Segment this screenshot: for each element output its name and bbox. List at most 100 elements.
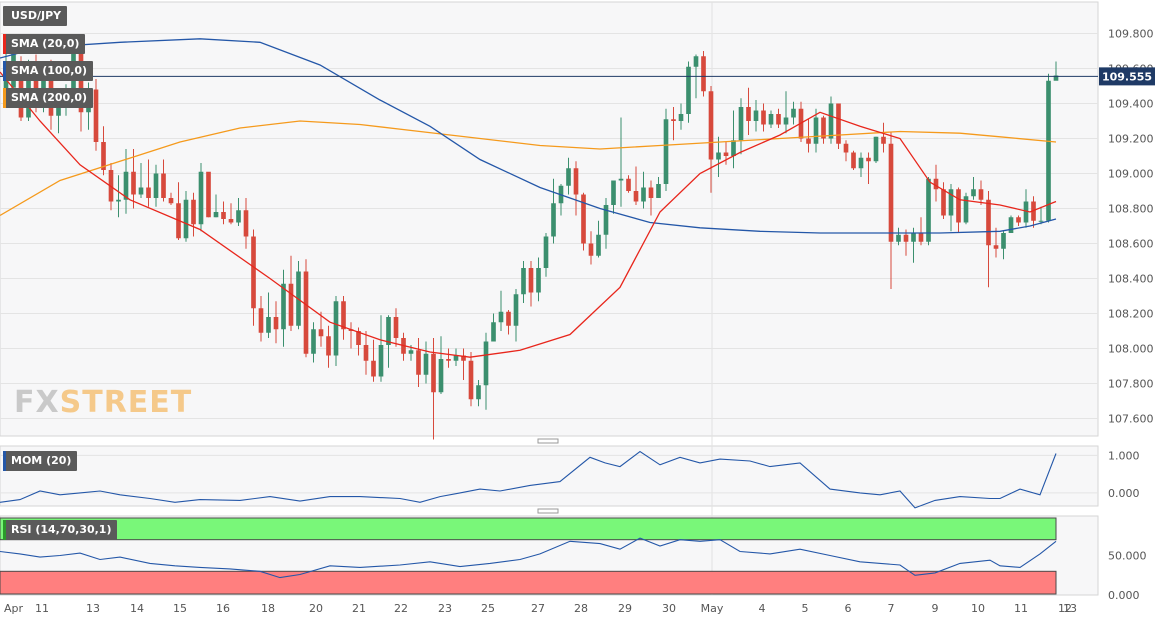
candle-body xyxy=(446,359,451,361)
candle-body xyxy=(626,178,631,191)
x-tick-label: 12 xyxy=(1058,602,1072,615)
x-tick-label: 23 xyxy=(438,602,452,615)
main-pane-bg xyxy=(0,1,1099,437)
candle-body xyxy=(993,245,999,249)
candle-body xyxy=(588,243,594,256)
candle-body xyxy=(3,65,9,104)
candle-body xyxy=(56,105,61,116)
candle-body xyxy=(648,187,654,198)
pane-splitter-1 xyxy=(537,438,559,444)
candle-body xyxy=(408,350,414,354)
candle-body xyxy=(138,187,144,195)
current-price-badge xyxy=(1099,67,1155,86)
candle-body xyxy=(258,308,264,333)
candle-body xyxy=(828,103,834,139)
sma20-label: SMA (20,0) xyxy=(11,37,80,50)
candle-body xyxy=(761,110,766,125)
candle-body xyxy=(506,311,511,326)
candle-body xyxy=(881,136,886,144)
x-tick-label: 27 xyxy=(531,602,545,615)
x-tick-label: 7 xyxy=(888,602,895,615)
y-tick-label: 109.800 xyxy=(1108,28,1154,41)
candle-body xyxy=(888,143,894,242)
fxstreet-logo: FXSTREET xyxy=(14,385,193,420)
sma200-swatch xyxy=(3,88,6,108)
candle-body xyxy=(633,191,639,202)
candle-body xyxy=(476,385,481,400)
candle-body xyxy=(1008,217,1014,233)
candle-body xyxy=(978,189,984,200)
candle-body xyxy=(491,322,496,342)
sma200-line xyxy=(0,120,1057,217)
candle-body xyxy=(656,184,661,198)
legend-sma100: SMA (100,0) xyxy=(3,61,94,81)
y-tick-label: 107.600 xyxy=(1108,413,1154,426)
candle-body xyxy=(956,189,961,223)
sma100-swatch xyxy=(3,61,6,81)
candle-body xyxy=(521,268,526,295)
candle-body xyxy=(513,294,519,326)
candle-body xyxy=(168,198,174,204)
candle-body xyxy=(551,203,556,237)
x-tick-label: 10 xyxy=(971,602,985,615)
x-tick-label: 30 xyxy=(662,602,676,615)
y-tick-label: 108.000 xyxy=(1108,343,1154,356)
current-price-label: 109.555 xyxy=(1102,70,1152,83)
candle-body xyxy=(903,234,909,242)
candle-body xyxy=(971,189,976,197)
candle-body xyxy=(581,194,586,244)
candle-body xyxy=(543,236,549,268)
x-tick-label: Apr xyxy=(4,602,24,615)
sma100-label: SMA (100,0) xyxy=(11,64,88,77)
candle-body xyxy=(228,219,234,223)
candle-body xyxy=(33,68,39,104)
candle-body xyxy=(821,117,826,139)
x-tick-label: 5 xyxy=(802,602,809,615)
momentum-label: MOM (20) xyxy=(11,454,72,467)
rsi-line xyxy=(0,537,1057,579)
momentum-pane-bg xyxy=(0,445,1099,507)
rsi-tick-label: 0.000 xyxy=(1108,589,1140,602)
candle-body xyxy=(333,301,339,356)
candle-body xyxy=(573,168,579,195)
candle-body xyxy=(986,199,991,246)
candle-body xyxy=(948,189,954,216)
candle-body xyxy=(483,341,489,386)
candle-body xyxy=(1023,201,1029,223)
x-tick-label: 20 xyxy=(309,602,323,615)
candle-body xyxy=(701,56,706,92)
candle-body xyxy=(431,353,436,393)
candle-body xyxy=(438,359,444,393)
candle-body xyxy=(273,317,279,330)
candle-body xyxy=(101,142,106,170)
candle-body xyxy=(243,210,249,237)
candle-body xyxy=(288,283,294,326)
candle-body xyxy=(123,171,129,200)
candle-body xyxy=(1046,80,1051,221)
candle-body xyxy=(641,187,646,202)
symbol-text: USD/JPY xyxy=(11,9,62,22)
sma20-line xyxy=(0,71,1057,358)
legend-sma200: SMA (200,0) xyxy=(3,88,94,108)
x-tick-label: 11 xyxy=(1014,602,1028,615)
candle-body xyxy=(498,311,504,323)
y-tick-label: 108.600 xyxy=(1108,238,1154,251)
x-tick-label: May xyxy=(701,602,724,615)
candle-body xyxy=(686,66,691,114)
candle-body xyxy=(183,199,189,239)
candle-body xyxy=(716,152,721,160)
x-tick-label: 14 xyxy=(130,602,144,615)
candle-body xyxy=(671,119,676,121)
candle-body xyxy=(753,110,759,121)
candle-body xyxy=(356,331,361,345)
candle-body xyxy=(858,157,864,169)
x-tick-label: 22 xyxy=(394,602,408,615)
candle-body xyxy=(1001,233,1006,249)
candle-body xyxy=(783,117,789,125)
candle-body xyxy=(281,283,286,330)
candle-body xyxy=(663,119,669,184)
candle-body xyxy=(851,152,856,169)
candle-body xyxy=(303,271,309,354)
